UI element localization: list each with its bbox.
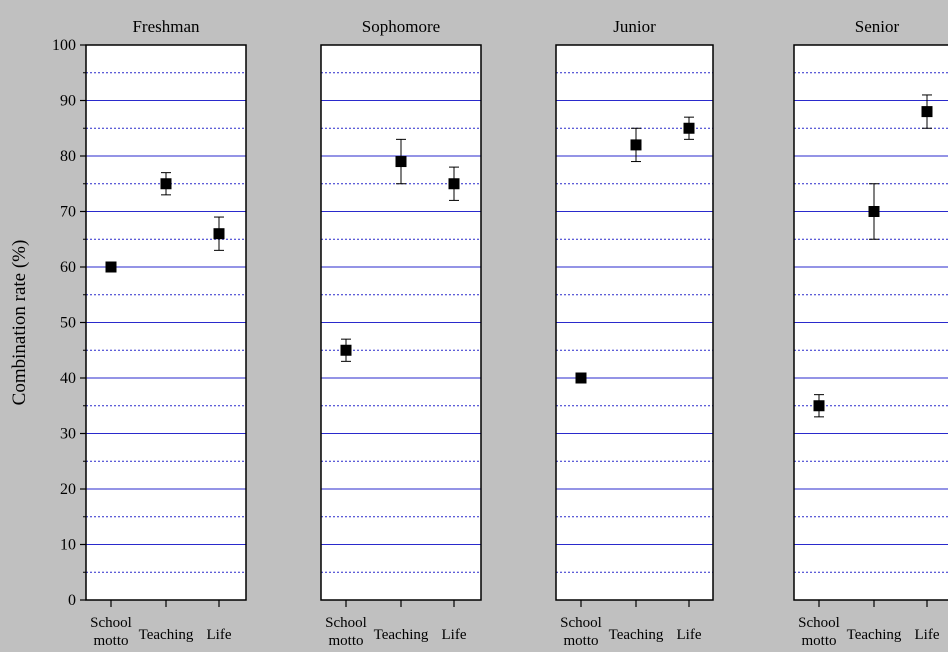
x-category-label: Teaching <box>374 627 429 643</box>
x-category-label: Teaching <box>139 627 194 643</box>
y-tick-label: 40 <box>60 370 76 387</box>
panel-title: Sophomore <box>362 17 440 36</box>
y-axis-label: Combination rate (%) <box>9 240 30 406</box>
y-tick-label: 70 <box>60 204 76 221</box>
data-point <box>813 400 825 412</box>
y-tick-label: 10 <box>60 537 76 554</box>
data-point <box>630 139 642 151</box>
x-category-label: motto <box>328 633 363 649</box>
data-point <box>213 228 225 240</box>
data-point <box>921 106 933 118</box>
data-point <box>340 344 352 356</box>
panel-title: Senior <box>855 17 900 36</box>
data-point <box>395 156 407 168</box>
x-category-label: motto <box>801 633 836 649</box>
data-point <box>575 372 587 384</box>
y-tick-label: 20 <box>60 481 76 498</box>
data-point <box>683 122 695 134</box>
y-tick-label: 60 <box>60 259 76 276</box>
x-category-label: Life <box>207 627 232 643</box>
panel-freshman: Freshman 0 10 20 30 40 50 60 70 80 90 100 School mott… <box>52 17 247 649</box>
x-category-label: School <box>90 615 132 631</box>
y-tick-label: 0 <box>68 592 76 609</box>
data-point <box>105 261 117 273</box>
x-category-label: Life <box>677 627 702 643</box>
x-category-label: School <box>798 615 840 631</box>
data-point <box>448 178 460 190</box>
x-category-label: School <box>325 615 367 631</box>
plot-frame <box>555 44 714 601</box>
panel-title: Freshman <box>132 17 200 36</box>
y-tick-label: 30 <box>60 426 76 443</box>
y-tick-label: 90 <box>60 93 76 110</box>
x-category-label: Life <box>442 627 467 643</box>
panel-title: Junior <box>613 17 656 36</box>
x-category-label: motto <box>563 633 598 649</box>
x-category-label: Teaching <box>609 627 664 643</box>
panel-senior: Senior School motto Teaching Life <box>793 17 948 649</box>
data-point <box>868 206 880 217</box>
panel-sophomore: Sophomore School motto Teaching Life <box>320 17 482 649</box>
y-tick-label: 80 <box>60 148 76 165</box>
x-category-label: School <box>560 615 602 631</box>
x-category-label: Life <box>915 627 940 643</box>
panel-junior: Junior School motto Teaching Life <box>555 17 714 649</box>
y-tick-label: 100 <box>52 37 76 54</box>
data-point <box>160 178 172 190</box>
y-tick-label: 50 <box>60 315 76 332</box>
plot-frame <box>793 44 948 601</box>
x-category-label: motto <box>93 633 128 649</box>
x-category-label: Teaching <box>847 627 902 643</box>
